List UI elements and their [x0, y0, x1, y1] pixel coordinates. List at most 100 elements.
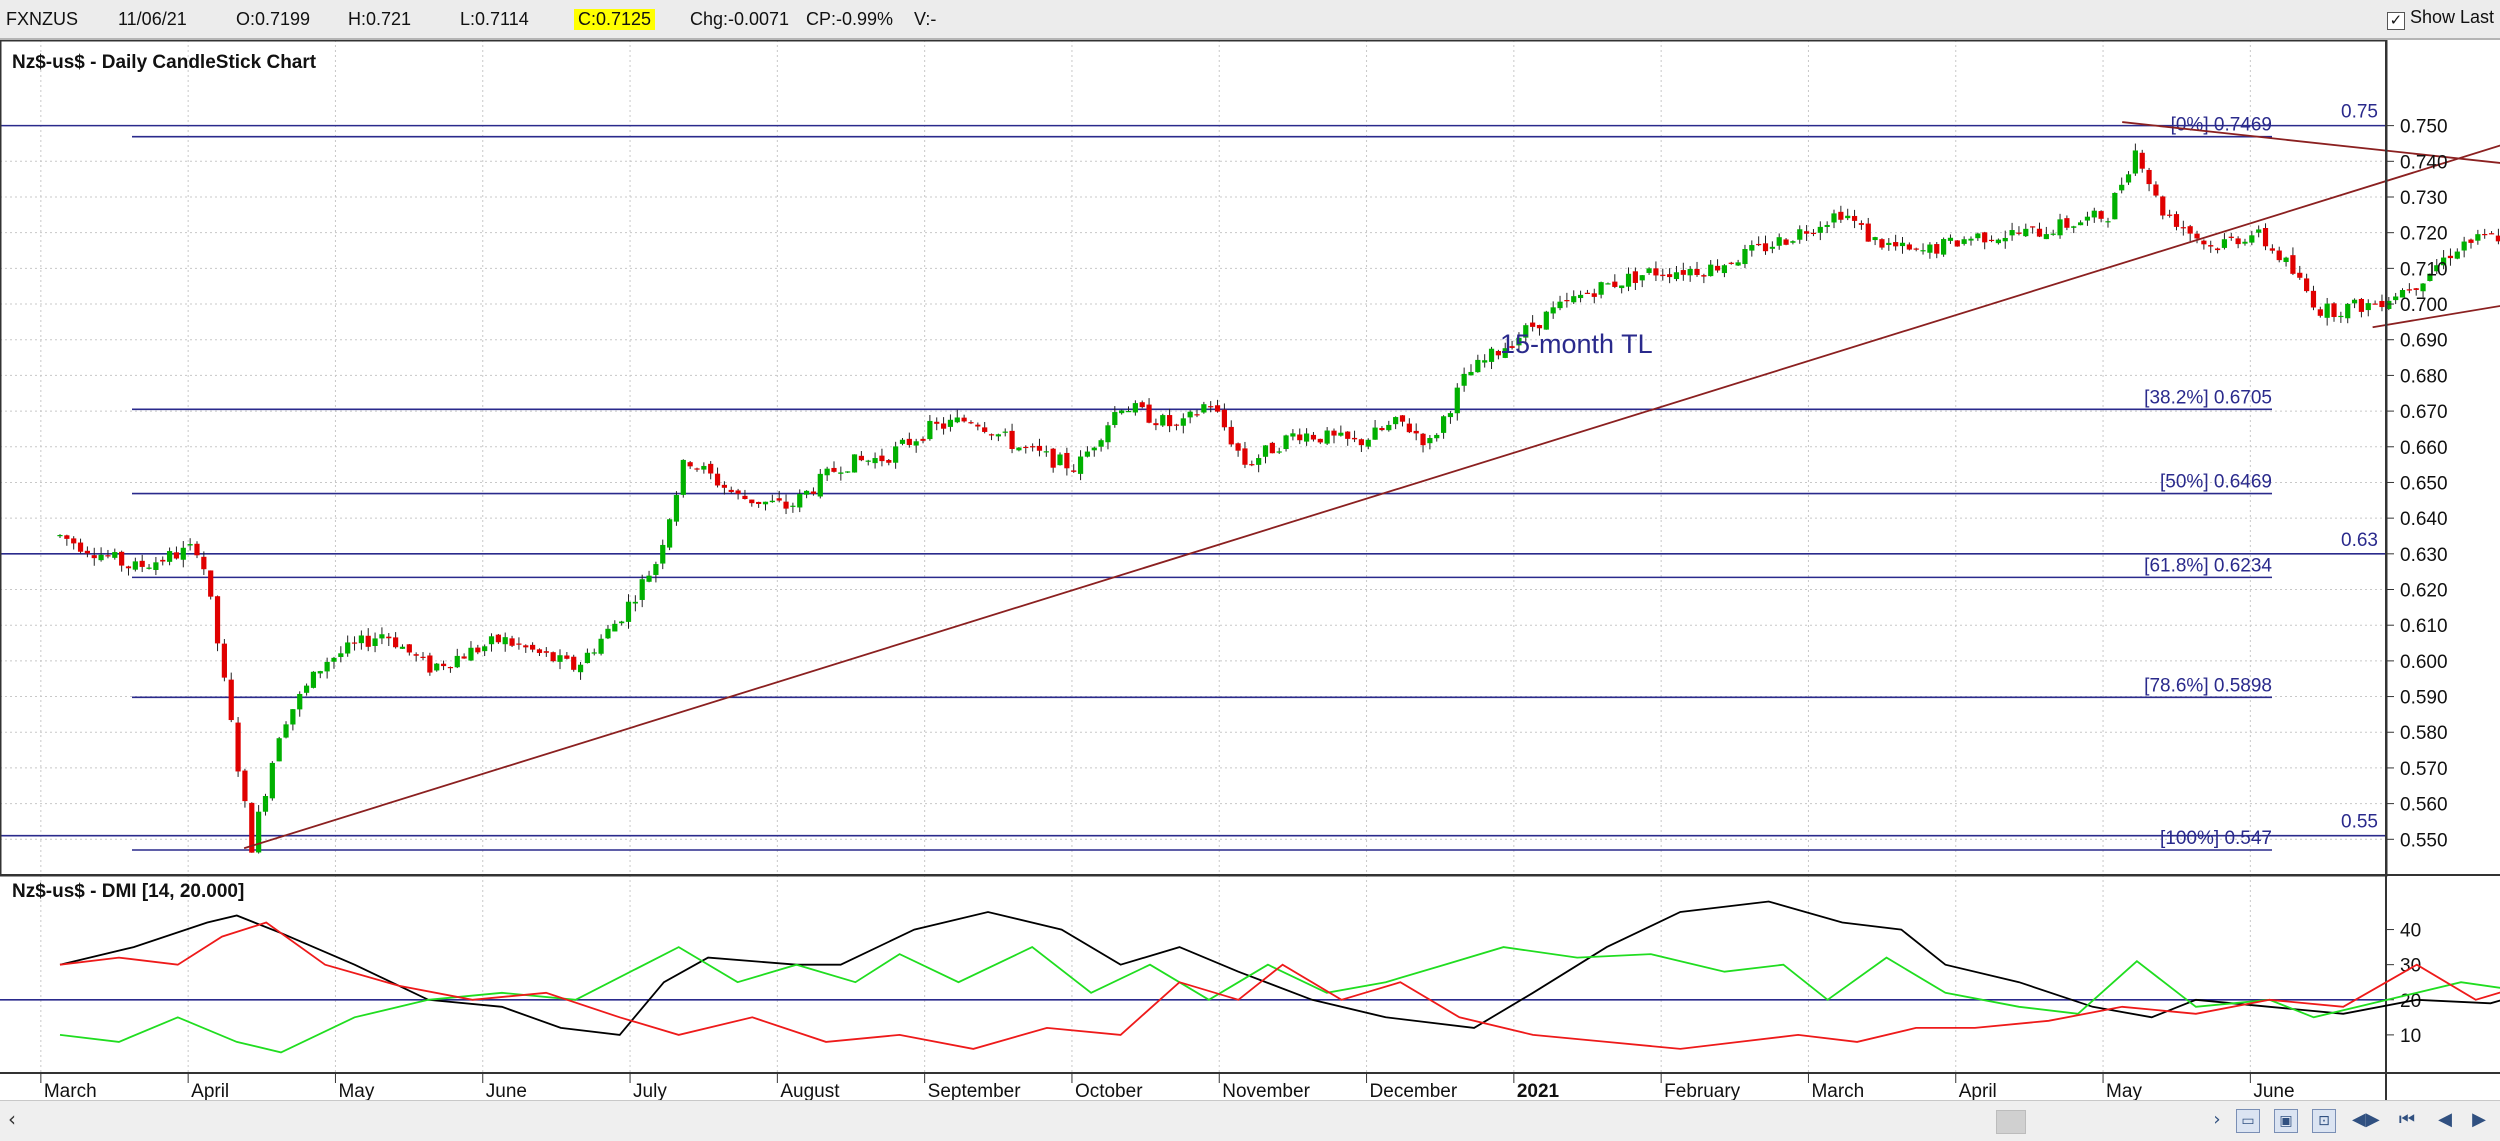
time-tick-label: May: [2106, 1081, 2142, 1100]
candle-body: [1721, 265, 1728, 274]
scroll-left-icon[interactable]: ‹: [8, 1107, 16, 1131]
candle-body: [1646, 268, 1652, 273]
price-tick-label: 0.730: [2400, 188, 2448, 209]
candle-body: [317, 671, 323, 674]
candle-body: [1913, 248, 1919, 250]
candle-body: [1023, 446, 1029, 449]
prev-bar-icon[interactable]: ◀: [2438, 1109, 2452, 1130]
candle-body: [208, 570, 214, 597]
candle-body: [1536, 325, 1543, 329]
candle-body: [461, 656, 467, 659]
price-tick-label: 0.710: [2400, 259, 2448, 280]
candle-body: [2160, 196, 2166, 216]
next-bar-icon[interactable]: ▶: [2472, 1109, 2486, 1130]
candle-body: [1160, 415, 1166, 426]
candle-body: [1043, 451, 1049, 453]
candle-body: [625, 601, 632, 622]
time-tick-label: April: [1959, 1081, 1997, 1100]
candle-body: [1399, 415, 1406, 422]
candle-body: [2324, 303, 2330, 318]
candle-body: [2050, 233, 2056, 235]
show-last-checkbox[interactable]: ✓: [2386, 12, 2405, 30]
page-back-icon[interactable]: ◀▶: [2352, 1109, 2380, 1130]
candle-body: [1865, 223, 1871, 242]
candle-body: [1934, 244, 1940, 254]
candle-body: [1516, 337, 1522, 346]
price-tick-label: 0.610: [2400, 616, 2448, 637]
candle-body: [756, 501, 762, 504]
candle-body: [1194, 414, 1200, 416]
dmi-series-adx: [59, 900, 2500, 1036]
candle-body: [1625, 273, 1632, 287]
candle-body: [975, 424, 981, 427]
candle-body: [1584, 292, 1591, 294]
candle-body: [2187, 226, 2193, 234]
price-tick-label: 0.740: [2400, 152, 2448, 173]
candle-body: [1077, 456, 1084, 474]
candle-body: [2434, 265, 2440, 272]
first-bar-icon[interactable]: ⏮: [2398, 1109, 2416, 1130]
candle-body: [1153, 423, 1159, 426]
candle-body: [776, 498, 782, 501]
candle-body: [1557, 301, 1563, 309]
candle-body: [1961, 239, 1967, 244]
scroll-right-icon[interactable]: ›: [2213, 1109, 2221, 1130]
candle-body: [2146, 169, 2152, 185]
price-tick-label: 0.580: [2400, 723, 2448, 744]
candle-body: [831, 467, 837, 472]
candle-body: [797, 493, 803, 508]
zoom-in-icon[interactable]: ▣: [2274, 1109, 2298, 1133]
zoom-out-icon[interactable]: ▭: [2236, 1109, 2260, 1133]
price-tick-label: 0.750: [2400, 117, 2448, 138]
candle-body: [940, 423, 947, 429]
reset-zoom-icon[interactable]: ⊡: [2312, 1109, 2336, 1133]
candle-body: [1776, 237, 1782, 246]
candle-body: [1228, 426, 1234, 445]
candle-body: [865, 460, 871, 462]
candle-body: [1872, 237, 1878, 241]
candle-body: [1735, 262, 1741, 266]
candle-body: [406, 644, 412, 653]
candle-body: [2098, 211, 2104, 219]
candle-body: [1920, 250, 1926, 252]
candle-body: [1488, 348, 1495, 362]
candle-body: [1810, 232, 1817, 235]
candle-body: [1591, 293, 1597, 297]
candle-body: [762, 501, 769, 505]
candle-body: [591, 652, 597, 654]
candle-body: [2447, 255, 2454, 259]
candle-body: [105, 555, 111, 557]
candle-body: [612, 623, 618, 632]
candle-body: [1447, 413, 1454, 418]
time-tick-label: February: [1664, 1081, 1741, 1100]
fib-level-label: [100%] 0.547: [2160, 828, 2272, 849]
candle-body: [1317, 438, 1323, 443]
candle-body: [2262, 228, 2269, 247]
price-tick-label: 0.570: [2400, 759, 2448, 780]
candle-body: [290, 709, 296, 725]
candle-body: [1406, 423, 1412, 433]
candle-body: [303, 685, 310, 693]
show-last-toggle[interactable]: ✓ Show Last: [2386, 7, 2494, 30]
candle-body: [242, 770, 248, 802]
candle-body: [872, 458, 878, 464]
candle-body: [988, 434, 995, 436]
scrollbar-thumb[interactable]: [1996, 1110, 2026, 1134]
candle-body: [954, 417, 960, 423]
candle-body: [1105, 425, 1111, 443]
price-tick-label: 0.630: [2400, 545, 2448, 566]
candle-body: [2091, 210, 2097, 218]
candle-body: [1098, 440, 1104, 447]
candle-body: [256, 811, 262, 853]
candle-body: [646, 575, 652, 582]
candle-body: [2297, 272, 2303, 278]
candle-body: [1112, 412, 1118, 426]
candle-body: [680, 459, 686, 495]
candle-body: [1694, 268, 1700, 276]
candle-body: [934, 421, 940, 424]
candle-body: [1571, 296, 1577, 303]
dmi-tick-label: 40: [2400, 921, 2421, 942]
candle-body: [269, 762, 275, 799]
horizontal-scrollbar[interactable]: ‹ › ▭ ▣ ⊡ ◀▶ ⏮ ◀ ▶: [0, 1100, 2500, 1141]
candle-body: [968, 422, 974, 424]
